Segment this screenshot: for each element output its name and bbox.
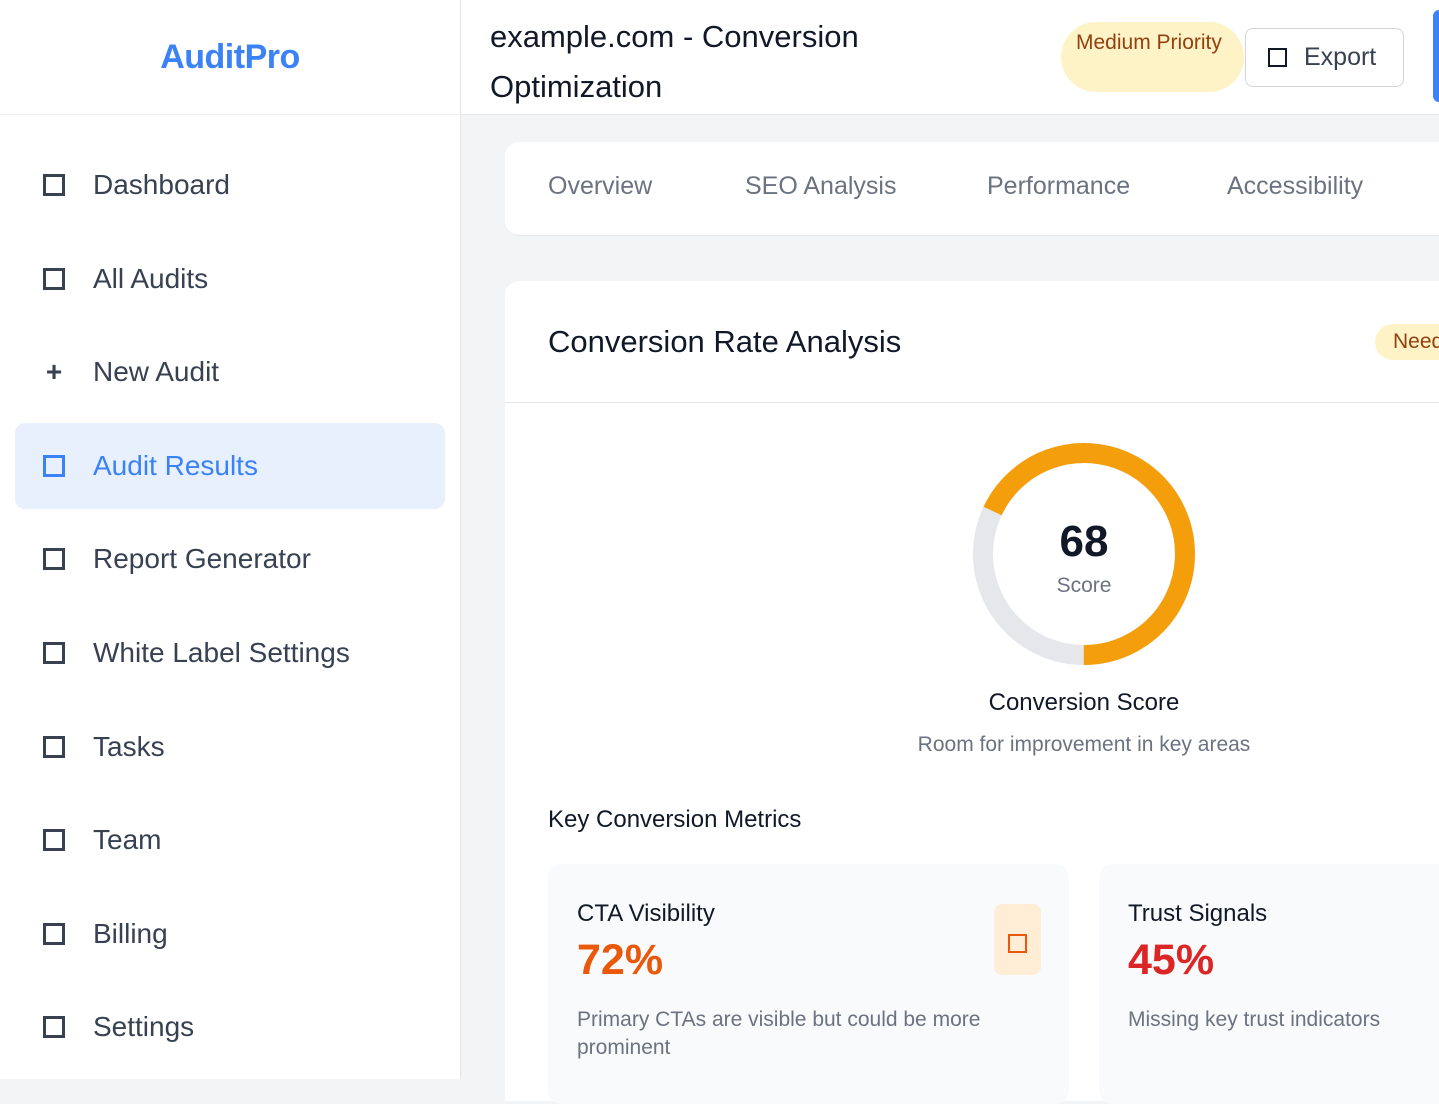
card-header [505,281,1439,403]
sidebar-item-label: Tasks [93,730,165,762]
sidebar-item-tasks[interactable]: Tasks [15,704,445,790]
metric-description: Primary CTAs are visible but could be mo… [577,1008,981,1059]
sidebar-item-new-audit[interactable]: + New Audit [15,329,445,415]
score-label: Score [1056,574,1112,597]
metric-name: CTA Visibility [577,900,715,927]
export-button[interactable]: Export [1245,28,1404,87]
score-gauge [973,443,1195,665]
metric-description: Missing key trust indicators [1128,1008,1381,1031]
sidebar-item-label: Team [93,824,162,856]
tab-overview[interactable]: Overview [548,172,653,200]
page-title: example.com - Conversion Optimization [490,19,859,104]
primary-action-button[interactable] [1433,10,1439,102]
score-subtitle: Room for improvement in key areas [917,733,1251,756]
priority-badge: Medium Priority [1061,22,1244,92]
square-icon [43,548,65,571]
sidebar-item-team[interactable]: Team [15,797,445,883]
tab-performance[interactable]: Performance [987,172,1131,200]
sidebar-item-billing[interactable]: Billing [15,891,445,977]
sidebar-item-label: New Audit [93,356,220,388]
top-header: example.com - Conversion Optimization Me… [461,0,1439,115]
tab-bar: Overview SEO Analysis Performance Access… [505,142,1439,236]
metric-name: Trust Signals [1128,900,1268,927]
sidebar-item-white-label-settings[interactable]: White Label Settings [15,610,445,696]
metric-card-trust[interactable]: Trust Signals 45% Missing key trust indi… [1099,864,1439,1104]
export-label: Export [1304,43,1377,71]
square-icon [43,735,65,758]
sidebar-nav: Dashboard All Audits + New Audit Audit R… [15,142,445,1078]
sidebar-item-label: Report Generator [93,543,311,575]
sidebar-item-settings[interactable]: Settings [15,984,445,1070]
sidebar-item-all-audits[interactable]: All Audits [15,236,445,322]
sidebar-item-label: Audit Results [93,449,258,481]
sidebar-item-dashboard[interactable]: Dashboard [15,142,445,228]
square-icon [43,829,65,852]
square-icon [43,1016,65,1039]
sidebar-item-label: All Audits [93,262,209,294]
sidebar-item-label: White Label Settings [93,636,350,668]
sidebar-item-label: Dashboard [93,169,230,200]
warning-icon [994,904,1041,975]
score-title: Conversion Score [988,689,1180,716]
tab-seo-analysis[interactable]: SEO Analysis [745,172,897,200]
analysis-card: Conversion Rate Analysis Need 68 Score C… [505,281,1439,1104]
sidebar-item-label: Settings [93,1011,195,1043]
sidebar-item-report-generator[interactable]: Report Generator [15,516,445,602]
brand-logo[interactable]: AuditPro [0,0,460,115]
metric-card-cta[interactable]: CTA Visibility 72% Primary CTAs are visi… [548,864,1069,1104]
square-icon [1268,48,1287,67]
sidebar-item-label: Billing [93,917,168,949]
score-value: 68 [1059,517,1109,566]
square-icon [43,641,65,664]
gauge-fill [973,443,1195,665]
status-badge: Need [1375,324,1439,360]
plus-icon: + [45,356,63,388]
square-icon [43,174,65,196]
sidebar-item-audit-results[interactable]: Audit Results [15,422,445,509]
square-icon [43,922,65,945]
tab-accessibility[interactable]: Accessibility [1227,172,1364,200]
sidebar: AuditPro Dashboard All Audits + New Audi… [0,0,461,1079]
card-title: Conversion Rate Analysis [548,324,902,359]
square-icon [43,267,65,290]
metric-value: 45% [1128,936,1215,984]
metrics-title: Key Conversion Metrics [548,806,802,833]
metric-value: 72% [577,936,664,984]
square-icon [43,454,65,477]
